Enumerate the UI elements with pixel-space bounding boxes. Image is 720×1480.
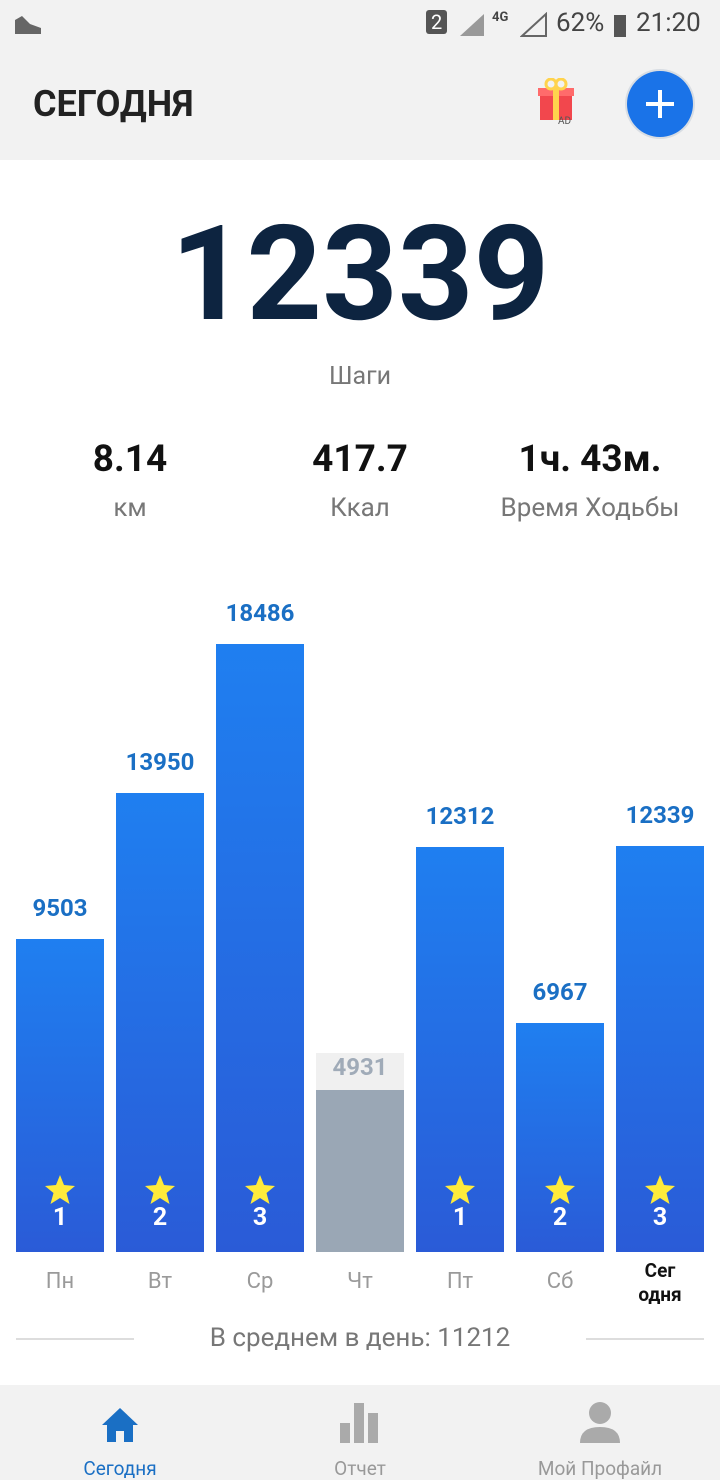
header: СЕГОДНЯ AD: [0, 50, 720, 160]
nav-label[interactable]: Отчет: [334, 1457, 386, 1480]
stat-label: Время Ходьбы: [500, 493, 680, 523]
title: СЕГОДНЯ: [33, 83, 194, 125]
value-label: 12312: [425, 802, 495, 831]
star-icon: [245, 1175, 275, 1204]
divider: [16, 1338, 134, 1340]
stat-value: 1ч. 43м.: [518, 438, 662, 481]
time: 21:20: [636, 8, 701, 38]
battery-icon: [614, 15, 626, 37]
signal-icon: [460, 14, 484, 36]
stat-value: 417.7: [312, 438, 408, 481]
stat-label: км: [113, 493, 147, 523]
steps-label: Шаги: [328, 362, 392, 391]
star-count: 2: [552, 1203, 568, 1232]
nav-label[interactable]: Мой Профайл: [537, 1457, 663, 1480]
value-label: 6967: [532, 977, 588, 1006]
bar: [316, 1089, 404, 1252]
day-label: Чт: [347, 1269, 373, 1294]
value-label: 18486: [225, 599, 295, 627]
bar: [216, 644, 304, 1252]
star-count: 3: [252, 1203, 268, 1232]
divider: [586, 1338, 704, 1340]
profile-icon[interactable]: [580, 1401, 620, 1445]
day-label: Вт: [147, 1269, 173, 1294]
ad-badge: AD: [558, 116, 572, 127]
star-count: 2: [152, 1203, 168, 1232]
gift-button[interactable]: [536, 78, 580, 128]
star-icon: [445, 1175, 475, 1204]
star-icon: [45, 1175, 75, 1204]
star-count: 3: [652, 1203, 668, 1232]
day-label: Пн: [45, 1269, 75, 1294]
day-label: Пт: [446, 1269, 474, 1294]
star-count: 1: [52, 1203, 68, 1232]
average: В среднем в день: 11212: [209, 1323, 511, 1353]
battery: 62%: [556, 8, 605, 38]
bar: [516, 1022, 604, 1252]
status-bar: 2 4G 62% 21:20: [0, 0, 720, 50]
bottom-nav: Сегодня Отчет Мой Профайл: [0, 1385, 720, 1480]
network: 4G: [492, 10, 509, 25]
day-label: Сб: [546, 1269, 574, 1294]
report-icon[interactable]: [340, 1401, 380, 1445]
app-icon: [15, 16, 41, 34]
signal-icon: [520, 12, 547, 37]
star-icon: [645, 1175, 675, 1204]
sim: 2: [426, 10, 448, 34]
steps: 12339: [170, 198, 550, 352]
value-label: 12339: [625, 801, 695, 830]
stat-label: Ккал: [330, 493, 390, 523]
star-icon: [545, 1175, 575, 1204]
nav-label[interactable]: Сегодня: [83, 1457, 157, 1480]
label-bg: [316, 1052, 404, 1090]
value-label: 13950: [125, 748, 195, 777]
star-count: 1: [452, 1203, 468, 1232]
add-button[interactable]: [622, 66, 698, 142]
day-label: Сег одня: [638, 1259, 682, 1306]
stat-value: 8.14: [92, 438, 168, 481]
bar: [16, 939, 104, 1252]
star-icon: [145, 1175, 175, 1204]
value-label: 9503: [32, 894, 88, 923]
day-label: Ср: [246, 1269, 274, 1294]
home-icon[interactable]: [100, 1405, 140, 1445]
value-label: 4931: [332, 1052, 388, 1081]
